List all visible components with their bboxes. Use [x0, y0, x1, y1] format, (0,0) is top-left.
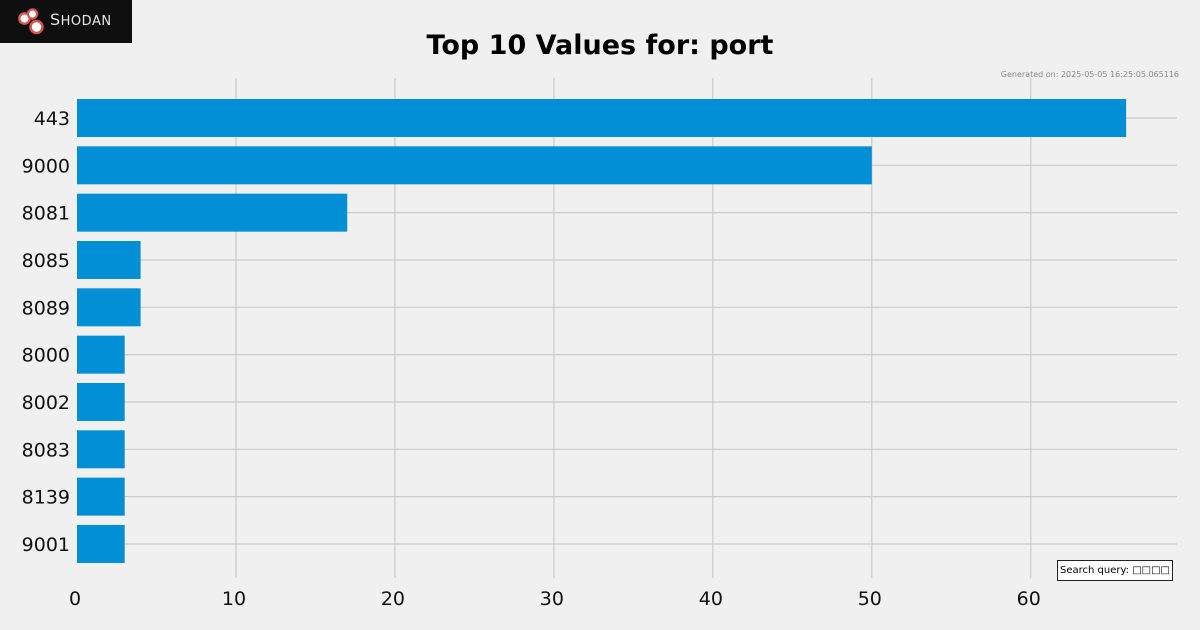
bar-8089: [77, 288, 141, 327]
y-tick-label: 8083: [22, 439, 70, 461]
x-tick-label: 0: [69, 588, 81, 610]
bar-8081: [77, 193, 348, 232]
bar-8000: [77, 335, 125, 374]
generated-on-text: Generated on: 2025-05-05 16:25:05.065116: [1001, 70, 1179, 79]
y-tick-label: 8002: [22, 392, 70, 414]
chart-title: Top 10 Values for: port: [427, 30, 774, 61]
bars: [77, 99, 1127, 563]
bar-9000: [77, 146, 872, 185]
y-tick-label: 9000: [22, 155, 70, 177]
bar-8002: [77, 382, 125, 421]
bar-8139: [77, 477, 125, 516]
y-tick-label: 9001: [22, 534, 70, 556]
y-tick-label: 8089: [22, 297, 70, 319]
y-tick-label: 8085: [22, 250, 70, 272]
bar-443: [77, 99, 1127, 137]
bar-8085: [77, 240, 141, 279]
y-tick-label: 8139: [22, 487, 70, 509]
shodan-wordmark: SHODAN: [50, 10, 112, 32]
tick-labels: 0 10 20 30 40 50 60 443 9000 8081 8085 8089 8000 8002…: [22, 108, 1041, 610]
x-tick-label: 20: [381, 588, 405, 610]
wordmark-initial: S: [50, 10, 61, 29]
search-query-box: Search query: □□□□: [1057, 560, 1173, 581]
x-tick-label: 40: [699, 588, 723, 610]
shodan-logo-icon: [18, 8, 44, 35]
y-tick-label: 8081: [22, 203, 70, 225]
bar-9001: [77, 524, 125, 563]
x-tick-label: 10: [222, 588, 246, 610]
bar-8083: [77, 430, 125, 469]
shodan-logo: SHODAN: [0, 0, 132, 43]
x-tick-label: 30: [540, 588, 564, 610]
y-tick-label: 8000: [22, 345, 70, 367]
y-tick-label: 443: [34, 108, 70, 130]
wordmark-rest: HODAN: [60, 14, 112, 29]
x-tick-label: 60: [1017, 588, 1041, 610]
x-tick-label: 50: [858, 588, 882, 610]
